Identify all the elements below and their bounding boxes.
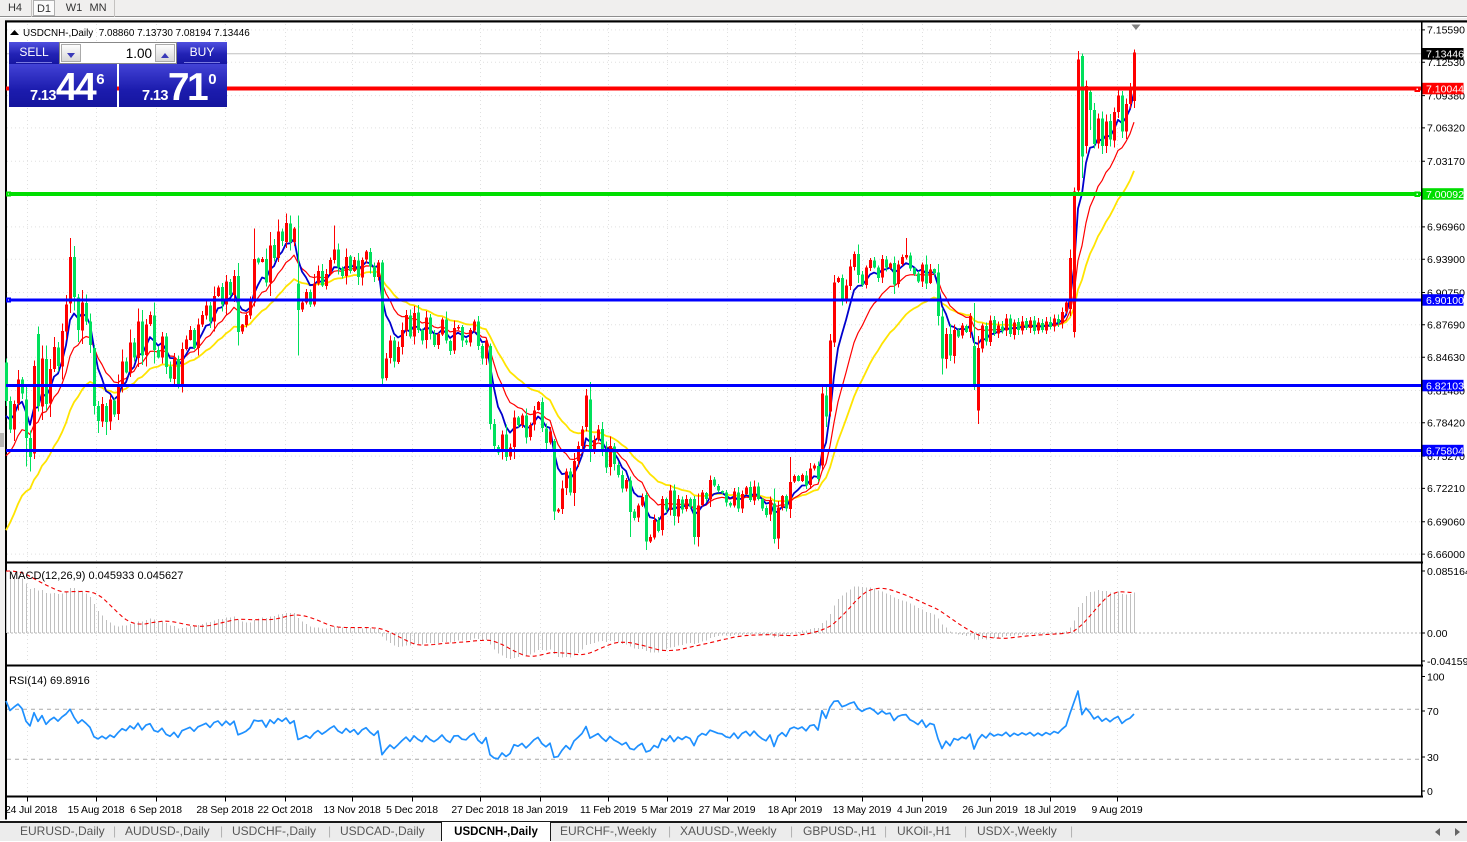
- svg-text:RSI(14) 69.8916: RSI(14) 69.8916: [9, 675, 90, 687]
- svg-text:7.15590: 7.15590: [1427, 25, 1465, 37]
- svg-text:7.00092: 7.00092: [1426, 189, 1464, 201]
- svg-text:27 Dec 2018: 27 Dec 2018: [451, 805, 509, 816]
- svg-text:6 Sep 2018: 6 Sep 2018: [130, 805, 182, 816]
- svg-text:6.84630: 6.84630: [1427, 352, 1465, 364]
- svg-text:27 Mar 2019: 27 Mar 2019: [699, 805, 756, 816]
- svg-text:7.03170: 7.03170: [1427, 156, 1465, 168]
- svg-text:4 Jun 2019: 4 Jun 2019: [897, 805, 947, 816]
- svg-text:5 Mar 2019: 5 Mar 2019: [641, 805, 692, 816]
- svg-text:6.87690: 6.87690: [1427, 320, 1465, 332]
- svg-text:13 May 2019: 13 May 2019: [833, 805, 892, 816]
- svg-text:24 Jul 2018: 24 Jul 2018: [5, 805, 57, 816]
- svg-text:0: 0: [1427, 786, 1433, 798]
- svg-text:30: 30: [1427, 752, 1439, 764]
- svg-text:5 Dec 2018: 5 Dec 2018: [386, 805, 438, 816]
- svg-text:-0.041597: -0.041597: [1427, 656, 1467, 668]
- svg-text:0.00: 0.00: [1427, 628, 1448, 640]
- svg-text:6.72210: 6.72210: [1427, 483, 1465, 495]
- svg-text:6.69060: 6.69060: [1427, 517, 1465, 529]
- svg-text:6.90100: 6.90100: [1426, 295, 1464, 307]
- svg-text:7.10044: 7.10044: [1426, 83, 1464, 95]
- svg-text:MACD(12,26,9) 0.045933 0.04562: MACD(12,26,9) 0.045933 0.045627: [9, 570, 183, 582]
- svg-text:22 Oct 2018: 22 Oct 2018: [258, 805, 313, 816]
- svg-text:18 Apr 2019: 18 Apr 2019: [768, 805, 823, 816]
- svg-text:28 Sep 2018: 28 Sep 2018: [196, 805, 254, 816]
- svg-text:7.12530: 7.12530: [1427, 57, 1465, 69]
- svg-text:18 Jan 2019: 18 Jan 2019: [512, 805, 568, 816]
- svg-text:9 Aug 2019: 9 Aug 2019: [1091, 805, 1142, 816]
- svg-text:6.66000: 6.66000: [1427, 549, 1465, 561]
- svg-text:7.13446: 7.13446: [1426, 49, 1464, 61]
- svg-text:USDCNH-,Daily 7.08860 7.13730: USDCNH-,Daily 7.08860 7.13730 7.08194 7.…: [23, 28, 250, 39]
- svg-text:6.78420: 6.78420: [1427, 418, 1465, 430]
- svg-text:26 Jun 2019: 26 Jun 2019: [962, 805, 1018, 816]
- svg-text:15 Aug 2018: 15 Aug 2018: [68, 805, 125, 816]
- svg-text:6.75804: 6.75804: [1426, 445, 1464, 457]
- svg-text:6.82103: 6.82103: [1426, 380, 1464, 392]
- svg-text:70: 70: [1427, 706, 1439, 718]
- svg-text:18 Jul 2019: 18 Jul 2019: [1024, 805, 1076, 816]
- svg-text:0.085164: 0.085164: [1427, 566, 1467, 578]
- svg-text:11 Feb 2019: 11 Feb 2019: [580, 805, 636, 816]
- svg-text:13 Nov 2018: 13 Nov 2018: [323, 805, 381, 816]
- svg-text:6.93900: 6.93900: [1427, 254, 1465, 266]
- svg-text:6.96960: 6.96960: [1427, 222, 1465, 234]
- svg-text:100: 100: [1427, 671, 1445, 683]
- svg-text:7.06320: 7.06320: [1427, 123, 1465, 135]
